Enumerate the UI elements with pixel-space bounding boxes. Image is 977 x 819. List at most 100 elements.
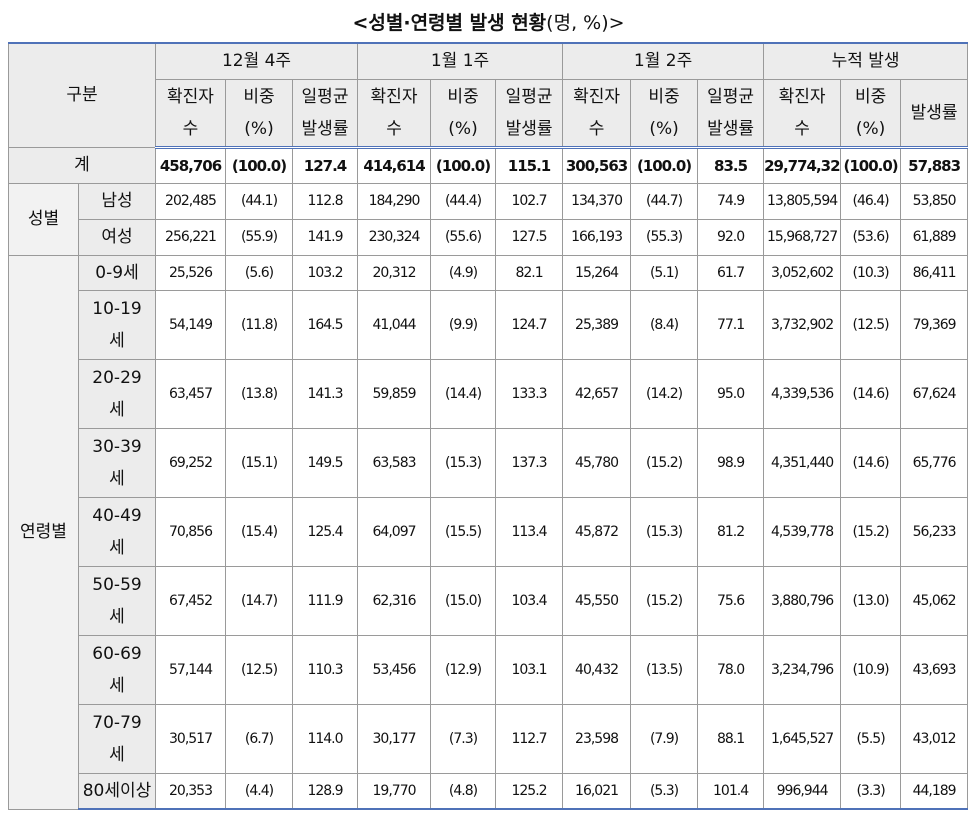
cell: 133.3 — [495, 358, 564, 429]
cell: 3,880,796 — [763, 565, 842, 636]
table-body: 계 458,706 (100.0) 127.4 414,614 (100.0) 115.1 3… — [8, 146, 969, 810]
cell: 128.9 — [291, 772, 359, 810]
cell: (44.7) — [630, 182, 699, 220]
cell: 61.7 — [697, 254, 765, 291]
cell: 42,657 — [562, 358, 632, 429]
cell: 78.0 — [697, 634, 765, 705]
cell: 137.3 — [495, 427, 564, 498]
group-header: 누적 발생 — [763, 42, 969, 80]
cell: 127.4 — [291, 146, 359, 184]
cell: 40,432 — [562, 634, 632, 705]
cell: 77.1 — [697, 289, 765, 360]
cell: 45,872 — [562, 496, 632, 567]
cell: 300,563 — [562, 146, 632, 184]
row-label: 남성 — [78, 182, 156, 220]
cell: 30,517 — [155, 703, 226, 774]
cell: 95.0 — [697, 358, 765, 429]
cell: 3,732,902 — [763, 289, 842, 360]
cell: (12.9) — [430, 634, 497, 705]
cell: (4.8) — [430, 772, 497, 810]
cell: 16,021 — [562, 772, 632, 810]
row-label: 80세이상 — [78, 772, 156, 810]
cell: 45,550 — [562, 565, 632, 636]
cell: 63,457 — [155, 358, 226, 429]
sub-header: 비중 (%) — [840, 78, 902, 149]
sub-header: 비중 (%) — [430, 78, 497, 149]
cell: 88.1 — [697, 703, 765, 774]
cell: (6.7) — [225, 703, 293, 774]
cell: (5.6) — [225, 254, 293, 291]
cell: 25,526 — [155, 254, 226, 291]
cell: (44.1) — [225, 182, 293, 220]
cell: 30,177 — [357, 703, 432, 774]
cell: (4.9) — [430, 254, 497, 291]
cell: 44,189 — [900, 772, 969, 810]
cell: (14.2) — [630, 358, 699, 429]
cell: 81.2 — [697, 496, 765, 567]
cell: 164.5 — [291, 289, 359, 360]
cell: (15.2) — [840, 496, 902, 567]
data-row: 70-79 세 30,517 (6.7) 114.0 30,177 (7.3) 112.7 2… — [9, 703, 969, 774]
cell: (14.6) — [840, 427, 902, 498]
cell: (100.0) — [840, 146, 902, 184]
cell: 458,706 — [155, 146, 226, 184]
title: <성별·연령별 발생 현황(명, %)> — [0, 8, 977, 35]
cell: (46.4) — [840, 182, 902, 220]
cell: 4,351,440 — [763, 427, 842, 498]
header-row: 확진자 수 비중 (%) 일평균 발생률 확진자 수 비중 (%) 일평균 발생률 확진자 … — [9, 78, 969, 149]
cell: 15,968,727 — [763, 218, 842, 256]
section-label: 연령별 — [8, 254, 79, 810]
sub-header: 일평균 발생률 — [495, 78, 564, 149]
cell: 115.1 — [495, 146, 564, 184]
cell: 61,889 — [900, 218, 969, 256]
cell: 114.0 — [291, 703, 359, 774]
sub-header: 확진자 수 — [357, 78, 432, 149]
cell: 4,339,536 — [763, 358, 842, 429]
sub-header: 확진자 수 — [562, 78, 632, 149]
cell: 103.1 — [495, 634, 564, 705]
cell: 125.2 — [495, 772, 564, 810]
cell: 57,883 — [900, 146, 969, 184]
cell: 141.9 — [291, 218, 359, 256]
cell: 101.4 — [697, 772, 765, 810]
cell: 3,234,796 — [763, 634, 842, 705]
table-header: 구분 12월 4주 1월 1주 1월 2주 누적 발생 확진자 수 비중 (%) 일평균 발생… — [8, 42, 969, 149]
cell: (55.6) — [430, 218, 497, 256]
cell: 75.6 — [697, 565, 765, 636]
cell: (55.9) — [225, 218, 293, 256]
cell: 103.4 — [495, 565, 564, 636]
cell: 29,774,321 — [763, 146, 842, 184]
cell: 92.0 — [697, 218, 765, 256]
cell: 79,369 — [900, 289, 969, 360]
cell: 111.9 — [291, 565, 359, 636]
cell: 67,452 — [155, 565, 226, 636]
cell: 124.7 — [495, 289, 564, 360]
title-main: <성별·연령별 발생 현황 — [352, 12, 547, 34]
header-row: 구분 12월 4주 1월 1주 1월 2주 누적 발생 — [8, 42, 969, 148]
cell: 86,411 — [900, 254, 969, 291]
row-label: 여성 — [78, 218, 156, 256]
cell: 166,193 — [562, 218, 632, 256]
data-row: 80세이상 20,353 (4.4) 128.9 19,770 (4.8) 125.2 16,… — [9, 772, 969, 810]
cell: (100.0) — [225, 146, 293, 184]
cell: (100.0) — [630, 146, 699, 184]
sub-header: 일평균 발생률 — [291, 78, 359, 149]
cell: (15.5) — [430, 496, 497, 567]
cell: 127.5 — [495, 218, 564, 256]
cell: 103.2 — [291, 254, 359, 291]
cell: (55.3) — [630, 218, 699, 256]
group-header: 1월 1주 — [357, 42, 564, 80]
data-row: 성별 남성 202,485 (44.1) 112.8 184,290 (44.4) 102.7… — [8, 182, 969, 256]
row-label: 50-59 세 — [78, 565, 156, 636]
cell: 184,290 — [357, 182, 432, 220]
cell: (14.6) — [840, 358, 902, 429]
row-label: 계 — [8, 146, 156, 184]
cell: (15.4) — [225, 496, 293, 567]
cell: 83.5 — [697, 146, 765, 184]
cell: (9.9) — [430, 289, 497, 360]
cell: (7.3) — [430, 703, 497, 774]
section-label: 성별 — [8, 182, 79, 256]
cell: (5.5) — [840, 703, 902, 774]
cell: 25,389 — [562, 289, 632, 360]
cell: 996,944 — [763, 772, 842, 810]
